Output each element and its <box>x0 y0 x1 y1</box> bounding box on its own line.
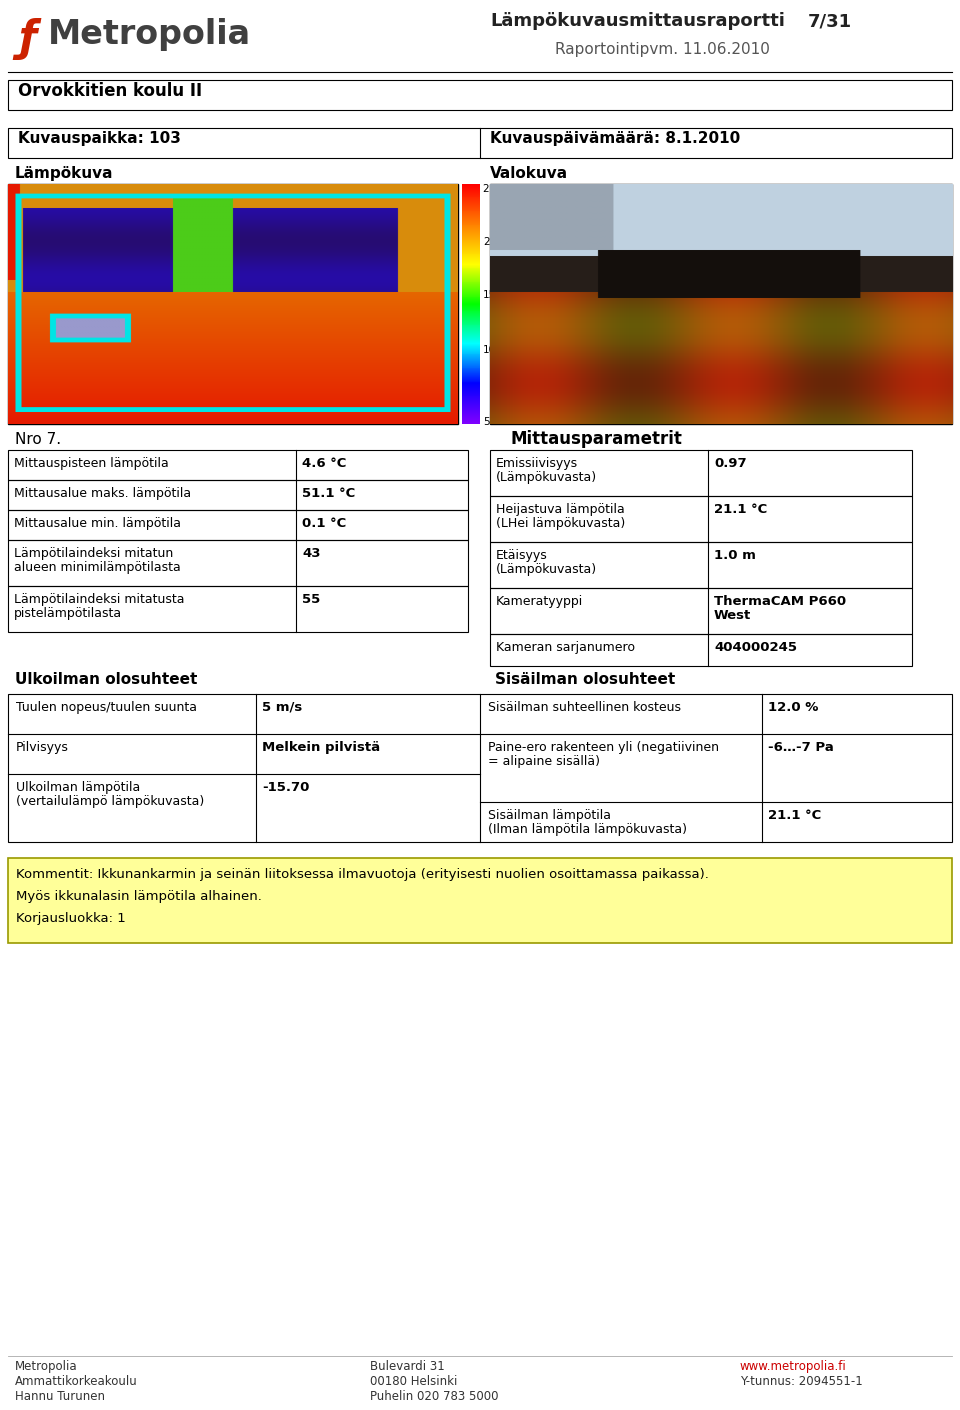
Text: Ammattikorkeakoulu: Ammattikorkeakoulu <box>15 1375 137 1387</box>
Text: 404000245: 404000245 <box>714 642 797 654</box>
Text: Heijastuva lämpötila: Heijastuva lämpötila <box>496 503 625 516</box>
Text: Kameratyyppi: Kameratyyppi <box>496 595 584 608</box>
Bar <box>8 510 468 540</box>
Bar <box>8 859 952 943</box>
Bar <box>8 479 468 510</box>
Bar <box>8 450 468 479</box>
Bar <box>8 694 952 842</box>
Text: 20: 20 <box>483 237 496 247</box>
Bar <box>8 80 952 110</box>
Text: Mittausalue min. lämpötila: Mittausalue min. lämpötila <box>14 517 181 530</box>
Text: Metropolia: Metropolia <box>48 18 252 51</box>
Text: (LHei lämpökuvasta): (LHei lämpökuvasta) <box>496 517 625 530</box>
Bar <box>490 588 912 635</box>
Text: Mittauspiste: Mittauspiste <box>14 314 74 324</box>
Text: Metropolia: Metropolia <box>15 1361 78 1373</box>
Bar <box>490 450 912 496</box>
Text: 7/31: 7/31 <box>808 13 852 30</box>
Text: Myös ikkunalasin lämpötila alhainen.: Myös ikkunalasin lämpötila alhainen. <box>16 890 262 902</box>
Text: Sisäilman olosuhteet: Sisäilman olosuhteet <box>495 673 675 687</box>
Text: Kuvauspaikka: 103: Kuvauspaikka: 103 <box>18 131 180 147</box>
Bar <box>8 540 468 587</box>
Text: (Ilman lämpötila lämpökuvasta): (Ilman lämpötila lämpökuvasta) <box>488 823 687 836</box>
Text: 00180 Helsinki: 00180 Helsinki <box>370 1375 457 1387</box>
Text: 55: 55 <box>302 594 321 606</box>
Text: Sisäilman lämpötila: Sisäilman lämpötila <box>488 809 611 822</box>
Bar <box>8 128 952 158</box>
Text: Nro 7.: Nro 7. <box>15 431 61 447</box>
Text: -15.70: -15.70 <box>262 781 309 794</box>
Text: Bulevardi 31: Bulevardi 31 <box>370 1361 444 1373</box>
Text: (Lämpökuvasta): (Lämpökuvasta) <box>496 471 597 484</box>
Text: 21.1 °C: 21.1 °C <box>714 503 767 516</box>
Text: Ulkoilman lämpötila: Ulkoilman lämpötila <box>16 781 140 794</box>
Text: Mittausparametrit: Mittausparametrit <box>510 430 682 448</box>
Bar <box>490 183 952 424</box>
Bar <box>8 183 458 424</box>
Text: 21.1 °C: 21.1 °C <box>768 809 821 822</box>
Text: 51.1 °C: 51.1 °C <box>302 486 355 501</box>
Text: Mittauspisteen lämpötila: Mittauspisteen lämpötila <box>14 457 169 470</box>
Text: Etäisyys: Etäisyys <box>496 548 548 563</box>
Text: ƒ: ƒ <box>18 18 36 61</box>
Text: (vertailulämpö lämpökuvasta): (vertailulämpö lämpökuvasta) <box>16 795 204 808</box>
Text: 5 m/s: 5 m/s <box>262 701 302 713</box>
Text: 10: 10 <box>483 345 496 355</box>
Bar <box>8 587 468 632</box>
Text: pistelämpötilasta: pistelämpötilasta <box>14 606 122 620</box>
Text: Tuulen nopeus/tuulen suunta: Tuulen nopeus/tuulen suunta <box>16 701 197 713</box>
Text: ThermaCAM P660: ThermaCAM P660 <box>714 595 846 608</box>
Text: 12.0 %: 12.0 % <box>768 701 818 713</box>
Text: 0.1 °C: 0.1 °C <box>302 517 347 530</box>
Text: Melkein pilvistä: Melkein pilvistä <box>262 742 380 754</box>
Text: Kommentit: Ikkunankarmin ja seinän liitoksessa ilmavuotoja (erityisesti nuolien : Kommentit: Ikkunankarmin ja seinän liito… <box>16 869 708 881</box>
Text: West: West <box>714 609 752 622</box>
Text: Valokuva: Valokuva <box>490 166 568 180</box>
Text: Lämpötilaindeksi mitatusta: Lämpötilaindeksi mitatusta <box>14 594 184 606</box>
Text: Emissiivisyys: Emissiivisyys <box>496 457 578 470</box>
Text: -6…-7 Pa: -6…-7 Pa <box>768 742 833 754</box>
Text: www.metropolia.fi: www.metropolia.fi <box>740 1361 847 1373</box>
Bar <box>490 541 912 588</box>
Text: 1.0 m: 1.0 m <box>714 548 756 563</box>
Text: Paine-ero rakenteen yli (negatiivinen: Paine-ero rakenteen yli (negatiivinen <box>488 742 719 754</box>
Text: 4.6 °C: 4.6 °C <box>302 457 347 470</box>
Text: (Lämpökuvasta): (Lämpökuvasta) <box>496 563 597 577</box>
Bar <box>490 634 912 666</box>
Text: Pilvisyys: Pilvisyys <box>16 742 69 754</box>
Text: = alipaine sisällä): = alipaine sisällä) <box>488 754 600 768</box>
Text: 43: 43 <box>302 547 321 560</box>
Text: alueen minimilämpötilasta: alueen minimilämpötilasta <box>14 561 180 574</box>
Text: Kameran sarjanumero: Kameran sarjanumero <box>496 642 635 654</box>
Text: Lämpötilaindeksi mitatun: Lämpötilaindeksi mitatun <box>14 547 173 560</box>
Text: 0.97: 0.97 <box>714 457 747 470</box>
Text: 25.0 °C: 25.0 °C <box>483 183 522 195</box>
Text: Y-tunnus: 2094551-1: Y-tunnus: 2094551-1 <box>740 1375 863 1387</box>
Text: Korjausluokka: 1: Korjausluokka: 1 <box>16 912 126 925</box>
Text: 15: 15 <box>483 289 496 299</box>
Text: Mittausalue: Mittausalue <box>14 192 71 202</box>
Text: Raportointipvm. 11.06.2010: Raportointipvm. 11.06.2010 <box>555 42 770 56</box>
Bar <box>490 496 912 541</box>
Text: Lämpökuva: Lämpökuva <box>15 166 113 180</box>
Text: Hannu Turunen: Hannu Turunen <box>15 1390 105 1403</box>
Text: Orvokkitien koulu II: Orvokkitien koulu II <box>18 82 203 100</box>
Text: Ulkoilman olosuhteet: Ulkoilman olosuhteet <box>15 673 198 687</box>
Text: Mittausalue maks. lämpötila: Mittausalue maks. lämpötila <box>14 486 191 501</box>
Text: 5.0: 5.0 <box>483 417 499 427</box>
Text: Sisäilman suhteellinen kosteus: Sisäilman suhteellinen kosteus <box>488 701 681 713</box>
Text: Lämpökuvausmittausraportti: Lämpökuvausmittausraportti <box>490 13 785 30</box>
Text: Kuvauspäivämäärä: 8.1.2010: Kuvauspäivämäärä: 8.1.2010 <box>490 131 740 147</box>
Text: Puhelin 020 783 5000: Puhelin 020 783 5000 <box>370 1390 498 1403</box>
